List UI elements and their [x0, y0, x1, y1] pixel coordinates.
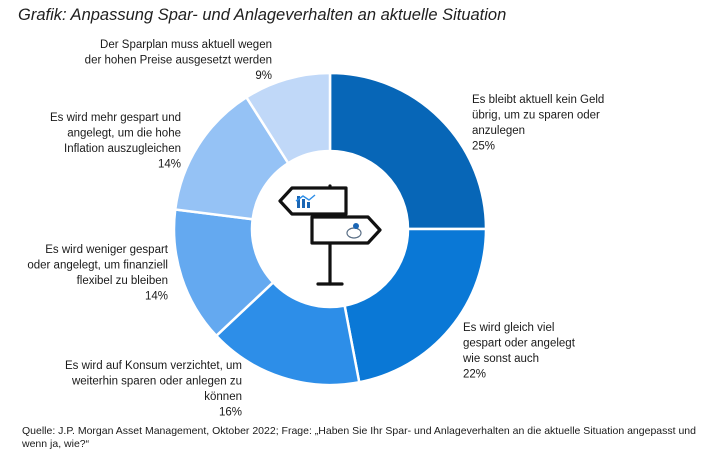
slice-label: Es wird weniger gespart oder angelegt, um…	[27, 244, 168, 303]
slice-label: Es bleibt aktuell kein Geld übrig, um zu …	[472, 94, 604, 153]
slice-label: Es wird auf Konsum verzichtet, um weiterh…	[65, 360, 242, 419]
donut-chart: Es bleibt aktuell kein Geld übrig, um zu …	[27, 39, 604, 419]
source-note: Quelle: J.P. Morgan Asset Management, Ok…	[22, 425, 696, 450]
mini-chart-icon	[295, 194, 316, 208]
signpost-icon	[278, 184, 382, 286]
piggy-bank-icon	[346, 223, 362, 239]
chart-title: Grafik: Anpassung Spar- und Anlageverhal…	[18, 6, 507, 24]
slice-label: Der Sparplan muss aktuell wegen der hohen…	[85, 39, 272, 82]
slice-label: Es wird mehr gespart und angelegt, um die…	[50, 112, 181, 171]
slice-label: Es wird gleich viel gespart oder angelegt…	[462, 322, 576, 381]
